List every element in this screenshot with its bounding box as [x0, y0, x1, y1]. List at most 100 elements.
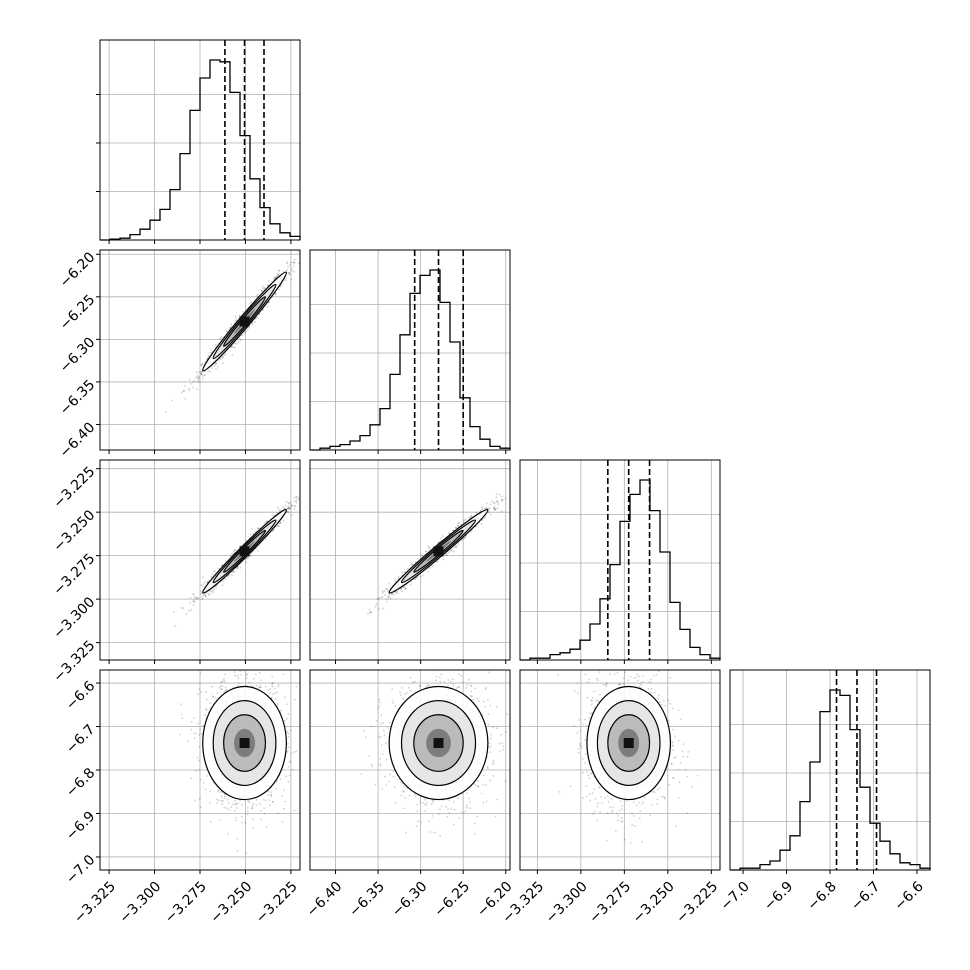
sample-point	[275, 787, 277, 790]
sample-point	[223, 680, 226, 683]
sample-point	[230, 323, 233, 326]
sample-point	[421, 553, 424, 556]
sample-point	[230, 574, 233, 576]
sample-point	[251, 323, 254, 326]
sample-point	[268, 799, 271, 801]
sample-point	[254, 673, 257, 676]
sample-point	[229, 555, 232, 558]
sample-point	[237, 677, 240, 679]
sample-point	[290, 261, 292, 264]
sample-point	[188, 609, 190, 612]
sample-point	[222, 355, 225, 358]
sample-point	[404, 587, 407, 590]
sample-point	[494, 508, 497, 511]
sample-point	[286, 730, 289, 733]
sample-point	[190, 777, 193, 780]
sample-point	[201, 585, 204, 588]
sample-point	[425, 550, 428, 553]
sample-point	[197, 379, 200, 382]
sample-point	[378, 608, 380, 610]
sample-point	[247, 555, 249, 558]
sample-point	[294, 505, 297, 508]
sample-point	[188, 387, 191, 390]
sample-point	[233, 809, 236, 812]
sample-point	[270, 793, 273, 796]
sample-point	[224, 559, 227, 562]
sample-point	[236, 674, 239, 677]
sample-point	[227, 832, 229, 835]
sample-point	[497, 503, 500, 506]
sample-point	[260, 289, 263, 292]
sample-point	[242, 661, 244, 663]
sample-point	[230, 346, 233, 349]
sample-point	[302, 497, 304, 499]
sample-point	[457, 522, 460, 524]
sample-point	[236, 850, 239, 852]
sample-point	[251, 805, 254, 807]
sample-point	[201, 375, 204, 377]
sample-point	[385, 597, 388, 600]
sample-point	[289, 263, 291, 266]
sample-point	[193, 379, 196, 382]
sample-point	[214, 696, 217, 699]
sample-point	[252, 802, 255, 805]
sample-point	[257, 293, 259, 296]
sample-point	[267, 534, 270, 537]
sample-point	[250, 661, 252, 663]
sample-point	[275, 275, 278, 278]
sample-point	[501, 495, 503, 498]
sample-point	[404, 587, 407, 590]
sample-point	[377, 597, 380, 600]
sample-point	[174, 624, 177, 627]
sample-point	[195, 371, 198, 373]
sample-point	[369, 611, 372, 614]
sample-point	[238, 651, 240, 653]
sample-point	[289, 507, 292, 510]
sample-point	[303, 493, 305, 495]
sample-point	[200, 373, 203, 376]
sample-point	[260, 818, 262, 821]
sample-point	[233, 550, 235, 553]
sample-point	[287, 507, 290, 509]
sample-point	[400, 587, 402, 590]
sample-point	[266, 689, 269, 692]
sample-point	[223, 806, 226, 809]
sample-point	[274, 293, 277, 296]
panel-2-2	[519, 459, 721, 664]
sample-point	[424, 550, 427, 553]
sample-point	[190, 609, 193, 611]
panel-0-0	[96, 39, 301, 244]
sample-point	[294, 698, 296, 701]
sample-point	[293, 270, 296, 273]
sample-point	[249, 554, 252, 557]
sample-point	[451, 548, 454, 551]
sample-point	[180, 391, 183, 394]
sample-point	[239, 339, 242, 341]
sample-point	[496, 499, 499, 502]
sample-point	[198, 688, 201, 691]
sample-point	[367, 612, 369, 615]
sample-point	[196, 597, 199, 600]
sample-point	[287, 732, 290, 735]
sample-point	[384, 594, 387, 597]
sample-point	[238, 314, 241, 317]
sample-point	[237, 340, 239, 343]
sample-point	[238, 337, 241, 339]
sample-point	[376, 598, 379, 601]
sample-point	[212, 696, 215, 699]
sample-point	[199, 590, 202, 593]
sample-point	[232, 346, 235, 348]
sample-point	[199, 373, 202, 375]
sample-point	[279, 778, 282, 781]
sample-point	[493, 505, 496, 508]
sample-point	[234, 549, 237, 552]
sample-point	[260, 686, 263, 689]
sample-point	[277, 525, 279, 527]
sample-point	[202, 377, 204, 380]
sample-point	[239, 566, 242, 569]
sample-point	[220, 681, 223, 684]
sample-point	[272, 800, 275, 803]
sample-point	[452, 550, 455, 553]
sample-point	[378, 597, 381, 600]
